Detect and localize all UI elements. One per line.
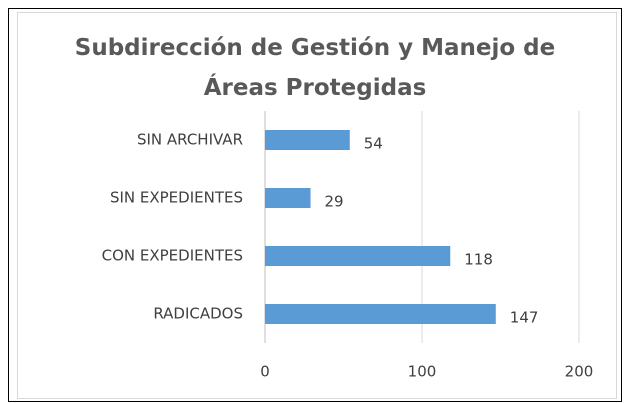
y-tick-label: SIN EXPEDIENTES — [110, 189, 243, 207]
y-tick-label: CON EXPEDIENTES — [102, 247, 243, 265]
y-tick-label: RADICADOS — [153, 305, 243, 323]
cell-border — [8, 8, 622, 402]
x-tick-label: 100 — [408, 363, 437, 381]
value-label: 118 — [464, 251, 493, 269]
value-label: 147 — [510, 309, 539, 327]
bar — [265, 304, 496, 324]
value-label: 29 — [325, 193, 344, 211]
value-label: 54 — [364, 135, 383, 153]
bar — [265, 188, 311, 208]
chart-frame — [17, 12, 617, 399]
x-tick-label: 200 — [565, 363, 594, 381]
bar — [265, 246, 451, 266]
y-tick-label: SIN ARCHIVAR — [137, 131, 243, 149]
chart-title: Subdirección de Gestión y Manejo de Área… — [74, 35, 556, 101]
bar — [265, 130, 350, 150]
x-tick-label: 0 — [260, 363, 270, 381]
